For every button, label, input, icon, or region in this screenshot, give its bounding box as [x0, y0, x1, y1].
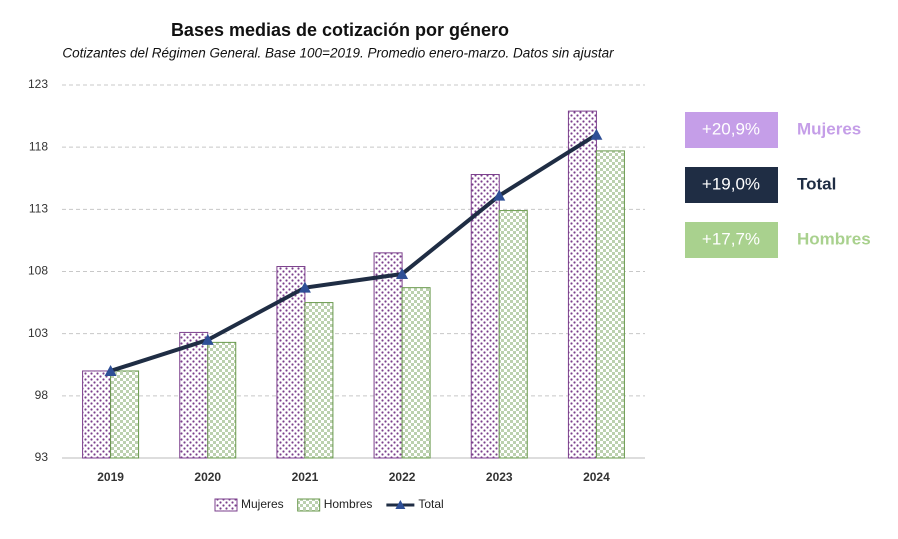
bar	[401, 287, 431, 459]
bar	[110, 370, 140, 459]
bar	[498, 210, 528, 459]
x-tick-label: 2021	[292, 470, 319, 484]
y-tick-label: 123	[28, 77, 48, 91]
marker	[298, 281, 311, 293]
bar	[595, 150, 625, 459]
bar	[567, 110, 597, 459]
line	[109, 133, 598, 373]
marker	[493, 189, 506, 201]
callout-value: +19,0%	[702, 174, 760, 193]
callout-value: +17,7%	[702, 229, 760, 248]
y-tick-label: 118	[29, 139, 48, 153]
callout-label: Hombres	[797, 229, 871, 248]
legend-label: Total	[418, 497, 443, 511]
y-tick-label: 103	[28, 326, 48, 340]
bar	[82, 370, 112, 459]
legend-swatch	[214, 498, 238, 512]
y-tick-label: 98	[35, 388, 49, 402]
callout-value: +20,9%	[702, 119, 760, 138]
x-tick-label: 2024	[583, 470, 610, 484]
callout-box	[685, 167, 778, 203]
marker	[396, 267, 409, 279]
chart-title: Bases medias de cotización por género	[171, 20, 509, 40]
legend-swatch	[297, 498, 321, 512]
legend-label: Hombres	[324, 497, 373, 511]
callout-label: Total	[797, 174, 836, 193]
legend-swatch	[395, 500, 406, 509]
y-tick-label: 113	[29, 202, 48, 216]
legend-label: Mujeres	[241, 497, 284, 511]
marker	[104, 364, 117, 376]
bar	[304, 302, 334, 459]
callout-label: Mujeres	[797, 119, 861, 138]
chart-subtitle: Cotizantes del Régimen General. Base 100…	[62, 46, 614, 61]
bar	[373, 252, 403, 459]
x-tick-label: 2020	[194, 470, 221, 484]
y-tick-label: 93	[35, 450, 49, 464]
y-tick-label: 108	[28, 264, 48, 278]
x-tick-label: 2019	[97, 470, 124, 484]
bar	[207, 341, 237, 459]
marker	[201, 333, 214, 345]
callout-box	[685, 222, 778, 258]
x-tick-label: 2023	[486, 470, 513, 484]
callout-box	[685, 112, 778, 148]
x-tick-label: 2022	[389, 470, 416, 484]
bar	[179, 331, 209, 459]
marker	[590, 128, 603, 140]
